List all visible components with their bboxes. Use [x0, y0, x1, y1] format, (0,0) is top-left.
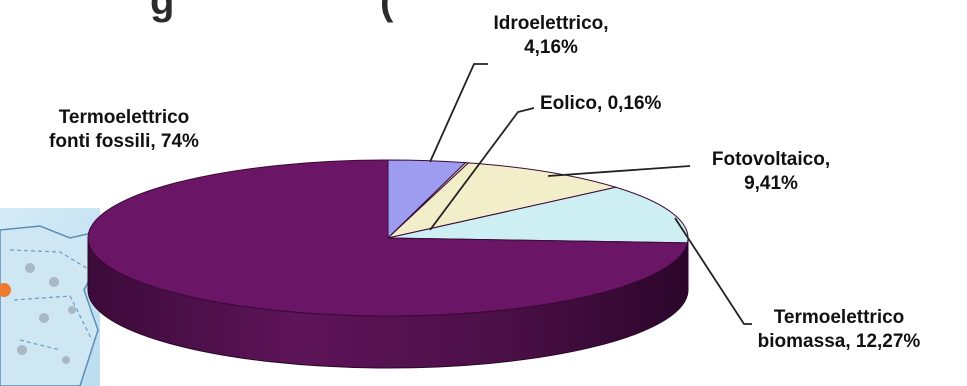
leader-line-idroelettrico [429, 63, 488, 163]
label-biomassa-name: Termoelettrico [773, 307, 905, 328]
label-eolico: Eolico, 0,16% [540, 93, 662, 114]
leader-line-biomassa [674, 217, 752, 325]
pie-slices [87, 159, 689, 317]
label-fonti-fossili: Termoelettrico fonti fossili, 74% [14, 106, 234, 154]
title-fragment-paren: ( [380, 0, 394, 23]
label-biomassa: Termoelettrico biomassa, 12,27% [734, 306, 944, 354]
pie-slice-termoelettrico-fonti-fossili [87, 159, 689, 317]
label-fotovoltaico-value: 9,41% [744, 173, 798, 194]
label-fotovoltaico-name: Fotovoltaico, [711, 149, 831, 170]
label-biomassa-value: biomassa, 12,27% [757, 331, 921, 352]
label-idroelettrico-value: 4,16% [524, 37, 578, 58]
title-fragment: g [150, 0, 174, 23]
label-fonti-fossili-name: Termoelettrico [58, 107, 190, 128]
background-map-graphic [0, 208, 101, 386]
leader-line-eolico [429, 107, 535, 231]
leader-line-fotovoltaico [547, 165, 691, 177]
leader-lines [429, 63, 752, 325]
label-idroelettrico: Idroelettrico, 4,16% [476, 12, 626, 60]
label-fotovoltaico: Fotovoltaico, 9,41% [696, 148, 846, 196]
label-fonti-fossili-value: fonti fossili, 74% [49, 131, 199, 152]
label-idroelettrico-name: Idroelettrico, [493, 13, 609, 34]
